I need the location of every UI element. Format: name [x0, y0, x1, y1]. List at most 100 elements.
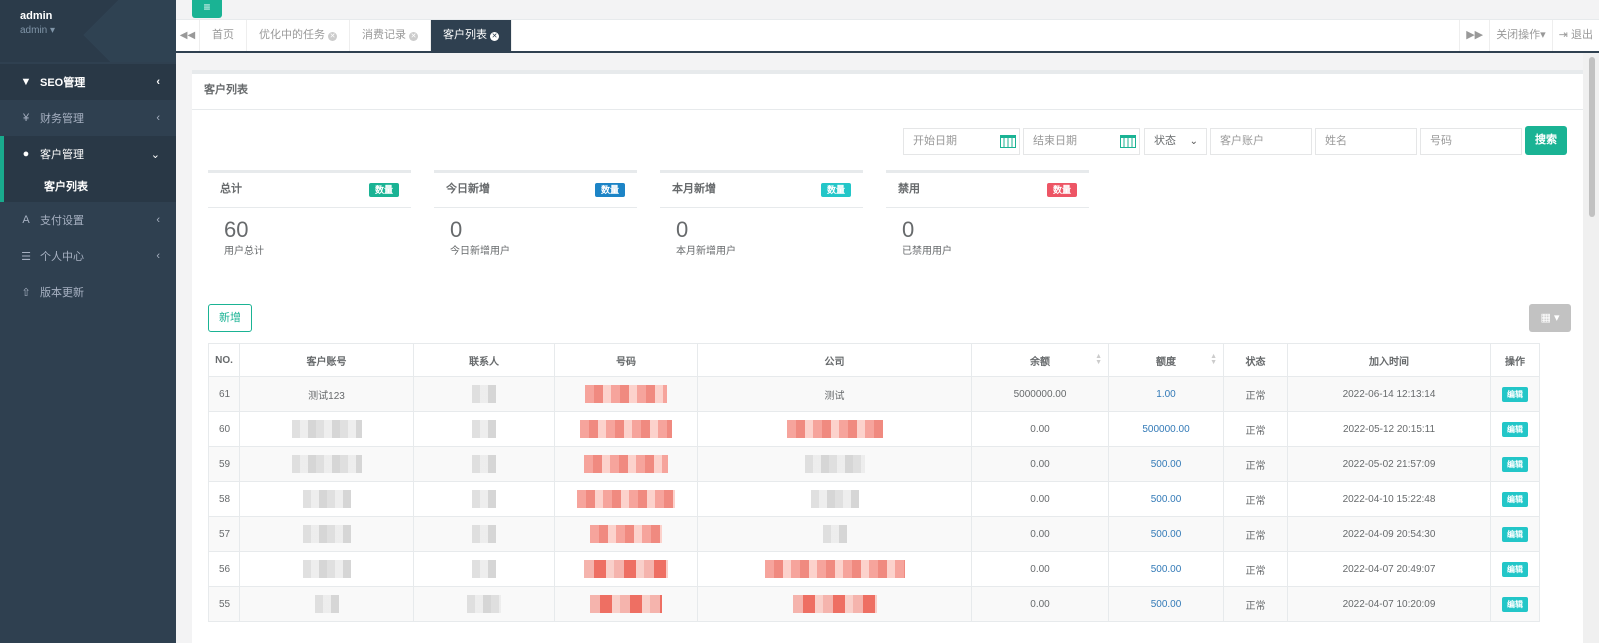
redacted-block [472, 560, 496, 578]
redacted-block [822, 525, 847, 543]
cell-contact [413, 446, 555, 482]
tabs: 首页 优化中的任务 ✕ 消费记录 ✕ 客户列表 ✕ [200, 20, 512, 51]
add-customer-button[interactable]: 新增 [208, 304, 252, 332]
close-operations-dropdown[interactable]: 关闭操作▾ [1489, 20, 1552, 51]
sidebar-item-updates[interactable]: ⇧ 版本更新 [0, 274, 176, 310]
account-placeholder: 客户账户 [1220, 135, 1264, 147]
sidebar-item-seo[interactable]: ▼ SEO管理 ‹ [0, 64, 176, 100]
cell-contact [413, 586, 555, 622]
search-button[interactable]: 搜索 [1525, 126, 1567, 155]
search-bar: 开始日期 结束日期 状态 ⌄ 客户账户 姓名 号码 搜索 [903, 126, 1583, 156]
col-header-no: NO. [208, 343, 240, 377]
name-input[interactable]: 姓名 [1315, 128, 1417, 155]
number-input[interactable]: 号码 [1420, 128, 1522, 155]
tab-home[interactable]: 首页 [200, 20, 247, 51]
column-toggle-button[interactable]: ▦ ▾ [1529, 304, 1571, 332]
menu-toggle-button[interactable]: ≡ [192, 0, 222, 18]
redacted-block [584, 560, 668, 578]
cell-quota-link[interactable]: 500.00 [1108, 446, 1224, 482]
edit-button[interactable]: 编辑 [1502, 386, 1528, 402]
col-header-quota[interactable]: 额度 ▲ ▼ [1108, 343, 1224, 377]
chevron-left-icon: ‹ [156, 214, 160, 226]
tab-scroll-right-button[interactable]: ▶▶ [1459, 20, 1489, 51]
redacted-block [804, 455, 865, 473]
cell-join-time: 2022-04-09 20:54:30 [1287, 516, 1491, 552]
cell-no: 61 [208, 376, 240, 412]
sidebar-item-profile[interactable]: ☰ 个人中心 ‹ [0, 238, 176, 274]
cell-company [697, 411, 972, 447]
name-placeholder: 姓名 [1325, 135, 1347, 147]
stat-subtitle: 今日新增用户 [450, 246, 510, 257]
calendar-icon[interactable] [1000, 135, 1016, 148]
cell-no: 57 [208, 516, 240, 552]
redacted-block [291, 455, 362, 473]
cell-company [697, 516, 972, 552]
tab-customer-list[interactable]: 客户列表 ✕ [431, 20, 512, 51]
sidebar-subitem-customer-list[interactable]: 客户列表 [44, 181, 88, 193]
start-date-input[interactable]: 开始日期 [903, 128, 1020, 155]
logout-label: 退出 [1571, 29, 1593, 41]
sort-icon: ▲ ▼ [1095, 353, 1102, 366]
customer-account-input[interactable]: 客户账户 [1210, 128, 1312, 155]
scrollbar-thumb[interactable] [1589, 57, 1595, 217]
edit-button[interactable]: 编辑 [1502, 561, 1528, 577]
status-select[interactable]: 状态 ⌄ [1144, 128, 1207, 155]
cell-number [554, 551, 698, 587]
tab-scroll-left-button[interactable]: ◀◀ [176, 20, 200, 51]
cell-balance: 0.00 [971, 411, 1109, 447]
redacted-block [764, 560, 905, 578]
edit-button[interactable]: 编辑 [1502, 421, 1528, 437]
sidebar-item-label: 财务管理 [40, 113, 84, 125]
tab-consumption-records[interactable]: 消费记录 ✕ [350, 20, 431, 51]
cell-join-time: 2022-06-14 12:13:14 [1287, 376, 1491, 412]
page-scrollbar[interactable] [1583, 53, 1599, 643]
stat-value: 60 [224, 217, 249, 242]
close-icon[interactable]: ✕ [328, 32, 337, 41]
cell-quota-link[interactable]: 500.00 [1108, 586, 1224, 622]
stat-value: 0 [676, 217, 689, 242]
cell-status: 正常 [1223, 376, 1288, 412]
grid-icon: ▦ ▾ [1540, 312, 1560, 324]
cell-quota-link[interactable]: 1.00 [1108, 376, 1224, 412]
sidebar-item-label: SEO管理 [40, 77, 86, 89]
close-icon[interactable]: ✕ [490, 32, 499, 41]
redacted-block [467, 595, 501, 613]
sidebar-item-customers[interactable]: ● 客户管理 ⌄ [0, 136, 176, 172]
cell-quota-link[interactable]: 500.00 [1108, 551, 1224, 587]
user-role-dropdown[interactable]: admin ▾ [20, 25, 56, 36]
sidebar-item-finance[interactable]: ¥ 财务管理 ‹ [0, 100, 176, 136]
start-date-placeholder: 开始日期 [913, 135, 957, 147]
profile-box: admin admin ▾ [0, 0, 176, 62]
cell-status: 正常 [1223, 446, 1288, 482]
edit-button[interactable]: 编辑 [1502, 456, 1528, 472]
tab-optimizing-tasks[interactable]: 优化中的任务 ✕ [247, 20, 350, 51]
stat-header: 总计 数量 [208, 170, 411, 208]
main-panel: 客户列表 开始日期 结束日期 状态 ⌄ 客户账户 姓名 号码 搜索 总计 数量 6… [192, 70, 1583, 643]
sidebar-item-payment[interactable]: A 支付设置 ‹ [0, 202, 176, 238]
stat-today-new: 今日新增 数量 0 今日新增用户 [434, 170, 637, 270]
cell-balance: 5000000.00 [971, 376, 1109, 412]
edit-button[interactable]: 编辑 [1502, 596, 1528, 612]
cell-company [697, 481, 972, 517]
cell-company [697, 446, 972, 482]
logout-button[interactable]: ⇥ 退出 [1551, 20, 1599, 51]
col-header-balance[interactable]: 余额 ▲ ▼ [971, 343, 1109, 377]
cell-actions: 编辑 [1490, 586, 1540, 622]
cell-account: 测试123 [239, 376, 414, 412]
chevron-down-icon: ⌄ [150, 148, 160, 161]
table-row: 58 0.00 500.00 正常 2022-04-10 15:22:48 编辑 [208, 481, 1540, 517]
close-icon[interactable]: ✕ [409, 32, 418, 41]
cell-quota-link[interactable]: 500000.00 [1108, 411, 1224, 447]
edit-button[interactable]: 编辑 [1502, 526, 1528, 542]
calendar-icon[interactable] [1120, 135, 1136, 148]
cell-quota-link[interactable]: 500.00 [1108, 481, 1224, 517]
stat-badge: 数量 [1046, 183, 1077, 197]
cell-balance: 0.00 [971, 481, 1109, 517]
cell-company [697, 551, 972, 587]
cell-quota-link[interactable]: 500.00 [1108, 516, 1224, 552]
sidebar-item-label: 客户管理 [40, 149, 84, 161]
edit-button[interactable]: 编辑 [1502, 491, 1528, 507]
logout-icon: ⇥ [1558, 29, 1571, 41]
top-bar: ≡ [176, 0, 1599, 20]
end-date-input[interactable]: 结束日期 [1023, 128, 1140, 155]
